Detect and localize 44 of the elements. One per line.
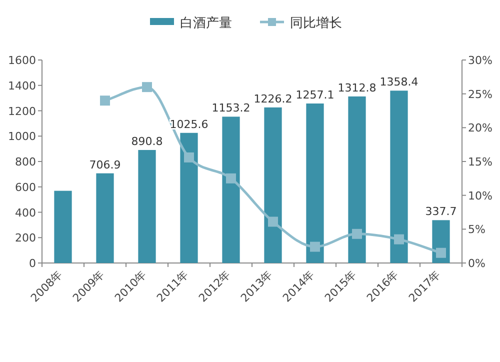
point bbox=[142, 82, 152, 92]
point bbox=[394, 234, 404, 244]
data-label: 337.7 bbox=[425, 205, 457, 218]
point bbox=[226, 173, 236, 184]
y2-tick-label: 20% bbox=[468, 122, 492, 135]
bar bbox=[180, 132, 198, 263]
data-label: 1358.4 bbox=[380, 76, 418, 89]
y2-tick-label: 5% bbox=[468, 223, 486, 236]
y2-tick-label: 25% bbox=[468, 88, 492, 101]
y2-tick-label: 10% bbox=[468, 189, 492, 202]
y2-tick-label: 30% bbox=[468, 54, 492, 67]
bar bbox=[264, 107, 282, 263]
y2-tick-label: 15% bbox=[468, 156, 492, 168]
bar bbox=[390, 90, 408, 263]
y-tick-label: 200 bbox=[15, 232, 36, 245]
data-label: 1257.1 bbox=[296, 88, 334, 102]
y-tick-label: 1000 bbox=[8, 130, 36, 144]
point bbox=[268, 216, 278, 227]
y2-tick-label: 0% bbox=[468, 257, 486, 270]
legend-label: 同比增长 bbox=[290, 16, 342, 31]
bar bbox=[222, 116, 240, 263]
y-tick-label: 800 bbox=[15, 156, 36, 168]
data-label: 706.9 bbox=[89, 158, 121, 172]
data-label: 1312.8 bbox=[338, 81, 376, 94]
bar bbox=[138, 150, 156, 263]
bar bbox=[54, 190, 72, 263]
y-tick-label: 1200 bbox=[8, 104, 36, 118]
point bbox=[352, 228, 362, 239]
point bbox=[310, 242, 320, 252]
point bbox=[184, 152, 194, 162]
point bbox=[436, 248, 446, 258]
point bbox=[100, 96, 110, 106]
bar bbox=[96, 173, 114, 263]
bar bbox=[348, 96, 366, 263]
legend-label: 白酒产量 bbox=[180, 16, 232, 31]
y-tick-label: 0 bbox=[29, 257, 36, 270]
y-tick-label: 400 bbox=[15, 206, 36, 220]
data-label: 890.8 bbox=[131, 134, 163, 148]
data-label: 1153.2 bbox=[212, 102, 250, 115]
data-label: 1226.2 bbox=[254, 92, 292, 106]
bar bbox=[306, 104, 324, 263]
y-tick-label: 1600 bbox=[8, 54, 36, 67]
y-tick-label: 1400 bbox=[8, 79, 36, 92]
y-tick-label: 600 bbox=[15, 180, 36, 194]
